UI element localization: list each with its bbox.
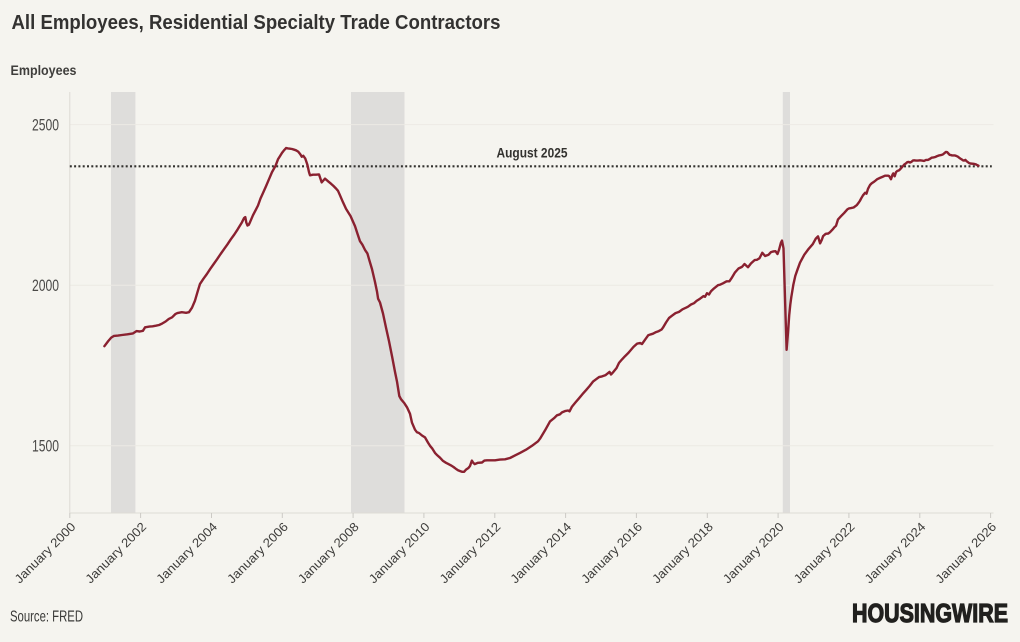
svg-text:2000: 2000 [32,277,59,295]
svg-text:August 2025: August 2025 [497,146,568,161]
svg-text:1500: 1500 [32,438,59,456]
svg-text:All Employees, Residential Spe: All Employees, Residential Specialty Tra… [12,11,501,34]
svg-text:Employees: Employees [11,63,77,78]
svg-text:2500: 2500 [32,116,59,134]
svg-text:Source: FRED: Source: FRED [10,609,83,626]
svg-text:HOUSINGWIRE: HOUSINGWIRE [852,598,1008,628]
